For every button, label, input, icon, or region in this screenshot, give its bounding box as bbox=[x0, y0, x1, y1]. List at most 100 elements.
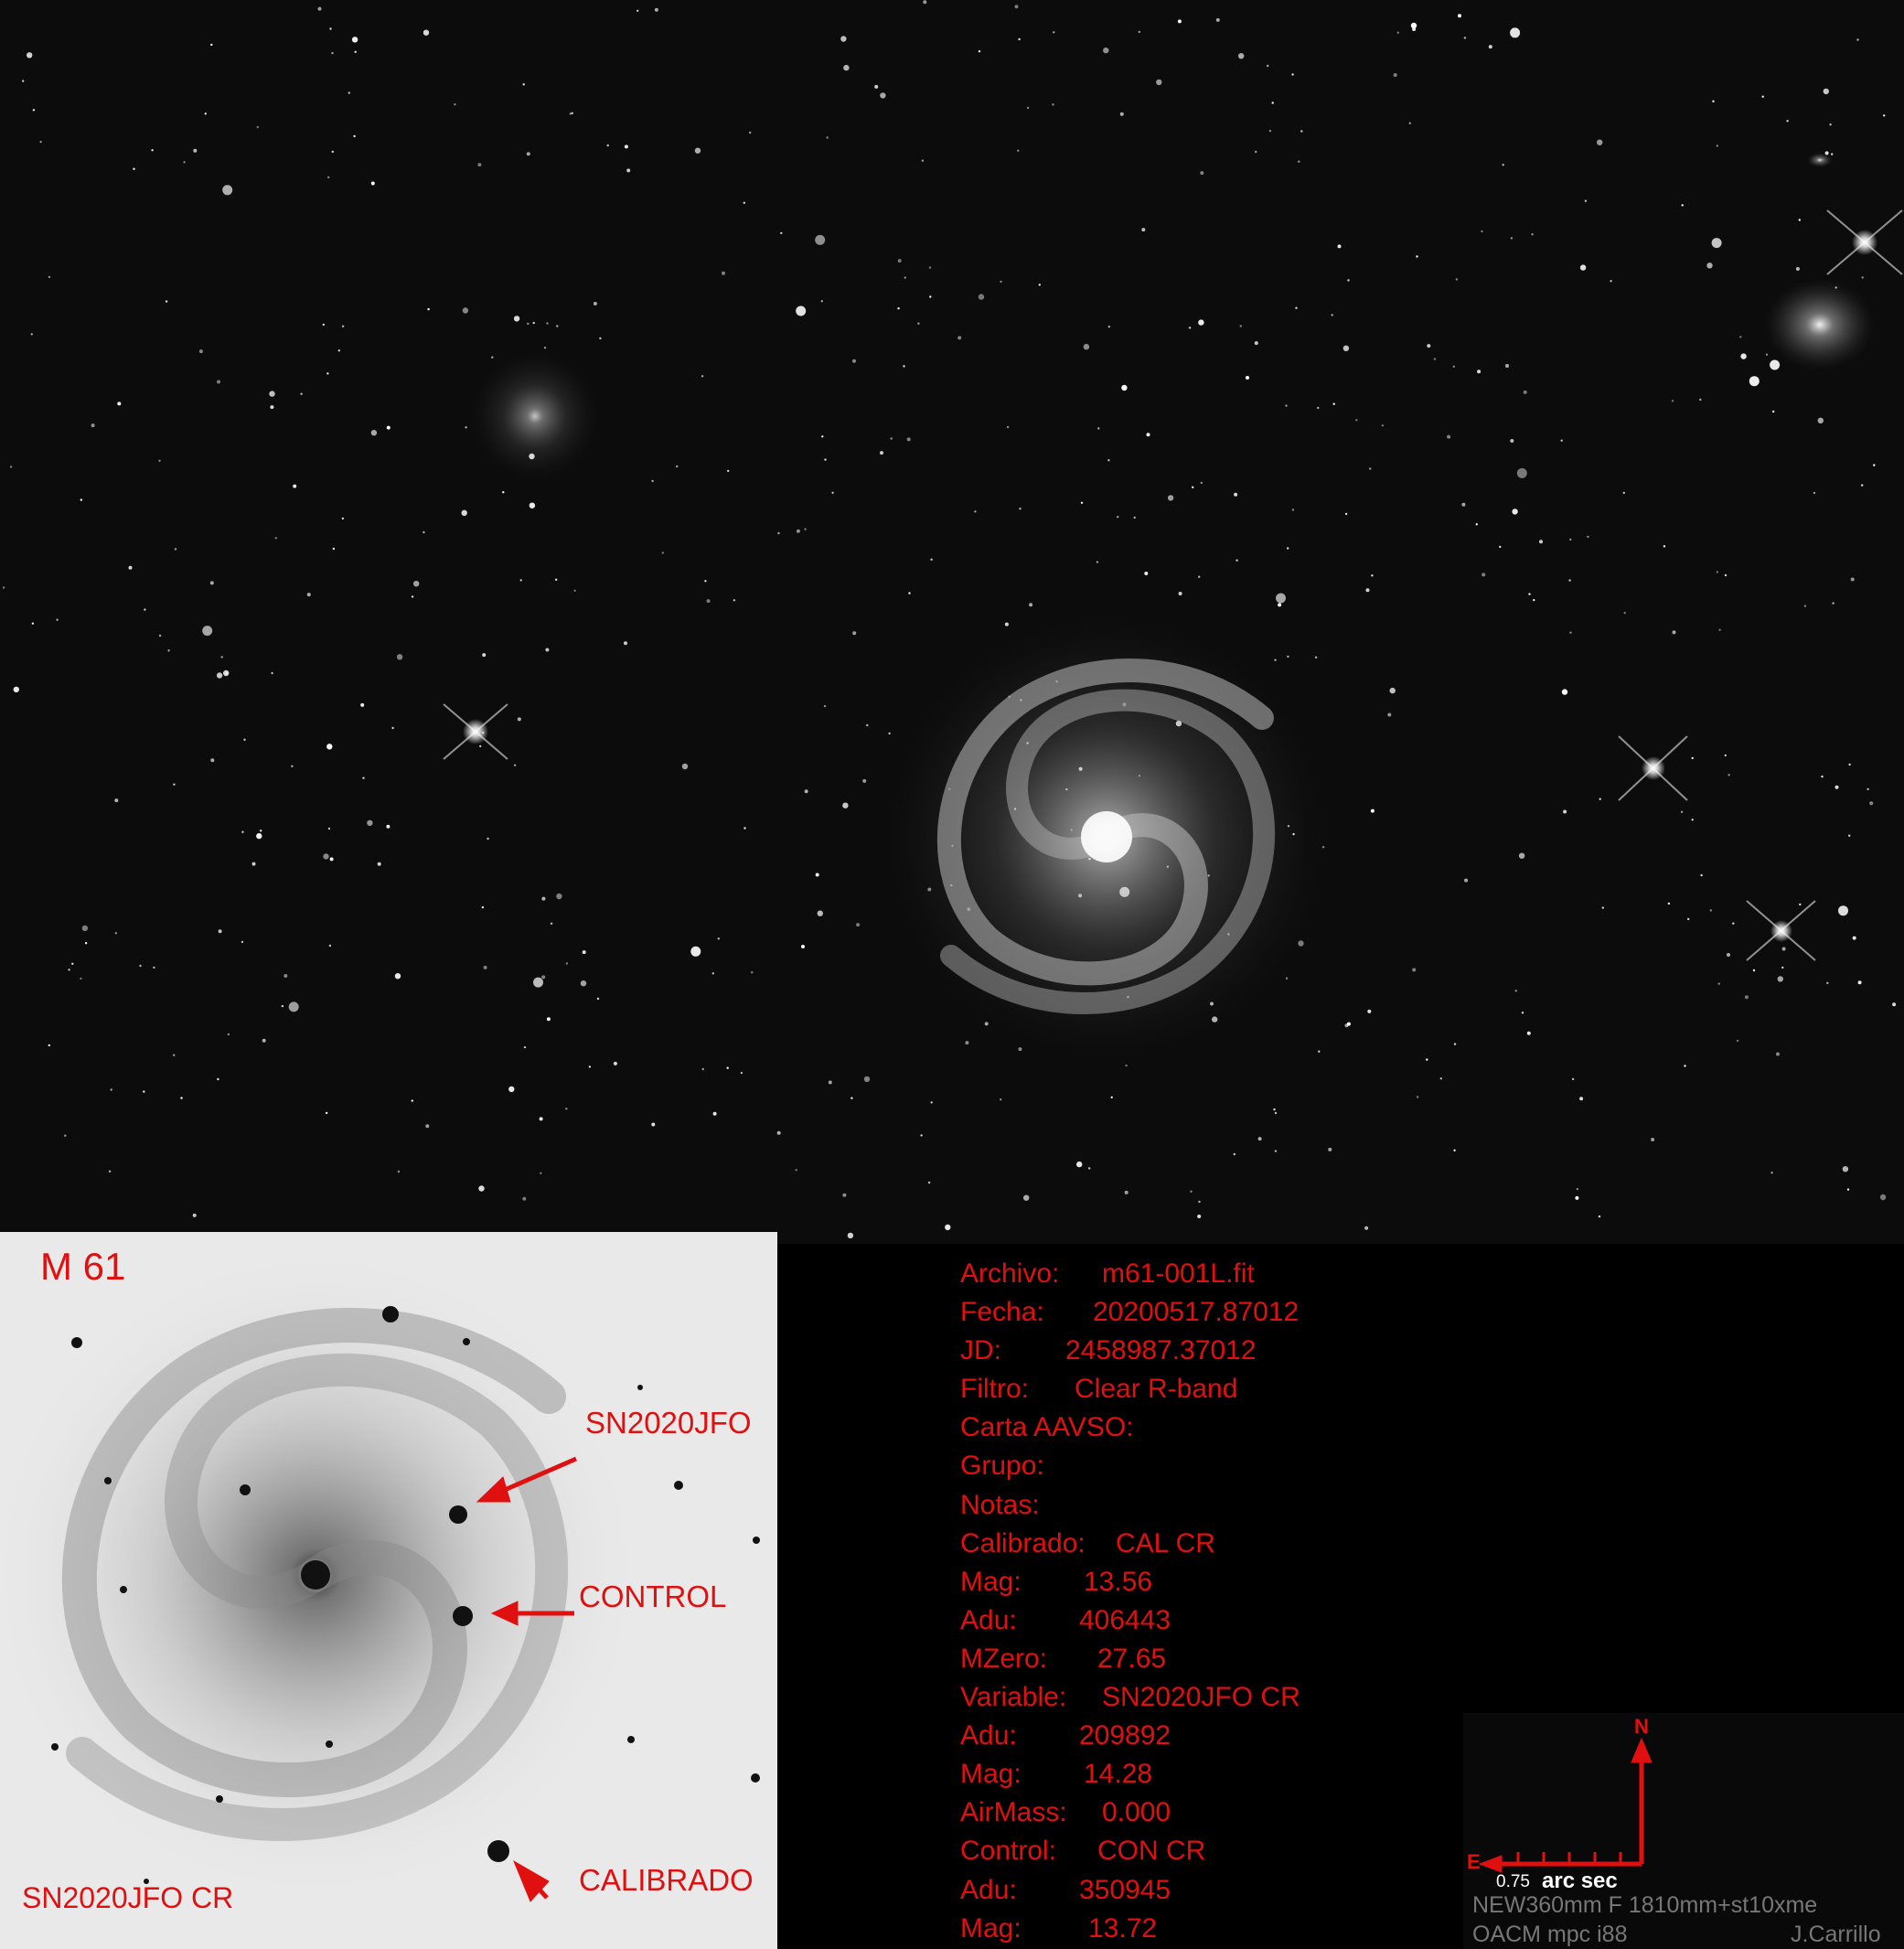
star bbox=[1672, 630, 1676, 635]
info-key: Variable: bbox=[960, 1682, 1067, 1713]
star bbox=[1396, 31, 1400, 34]
star bbox=[1663, 545, 1666, 548]
star bbox=[706, 599, 711, 604]
star bbox=[1433, 358, 1437, 360]
scale-value: 0.75 bbox=[1496, 1872, 1530, 1891]
info-key: Control: bbox=[960, 1836, 1057, 1867]
star bbox=[1426, 1058, 1428, 1061]
star bbox=[1584, 199, 1588, 202]
star bbox=[114, 932, 117, 935]
star bbox=[341, 325, 345, 327]
star bbox=[1568, 579, 1571, 582]
star bbox=[331, 51, 334, 55]
star bbox=[204, 112, 207, 115]
star bbox=[1346, 1022, 1351, 1026]
star bbox=[599, 337, 602, 340]
star bbox=[701, 1067, 704, 1071]
star bbox=[1569, 538, 1572, 541]
star bbox=[908, 592, 911, 594]
star bbox=[1453, 1149, 1456, 1152]
info-row: Archivo: m61-001L.fit bbox=[960, 1255, 1436, 1293]
info-key: Adu: bbox=[960, 1604, 1017, 1635]
star bbox=[555, 578, 558, 581]
star bbox=[1777, 976, 1784, 982]
star bbox=[1287, 655, 1289, 659]
star bbox=[1838, 905, 1848, 916]
star bbox=[216, 672, 223, 679]
info-row: MZero: 27.65 bbox=[960, 1640, 1436, 1678]
star bbox=[565, 962, 569, 965]
m61-inverted-inset: M 61 SN2020JFO CONTROL CALIBRADO SN2020J… bbox=[0, 1232, 777, 1949]
star bbox=[1141, 228, 1146, 232]
star bbox=[880, 92, 886, 99]
star bbox=[1410, 22, 1417, 29]
star bbox=[423, 530, 425, 534]
bright-star bbox=[1770, 920, 1792, 942]
info-value: 27.65 bbox=[1097, 1643, 1167, 1674]
info-row: Fecha: 20200517.87012 bbox=[960, 1293, 1436, 1332]
star bbox=[370, 181, 375, 186]
star bbox=[1276, 593, 1286, 604]
star bbox=[425, 1124, 430, 1129]
star bbox=[158, 634, 162, 637]
star bbox=[726, 1066, 729, 1069]
star bbox=[588, 1066, 592, 1068]
star bbox=[202, 626, 213, 637]
star bbox=[1300, 130, 1303, 133]
star bbox=[1006, 425, 1010, 429]
star bbox=[1752, 969, 1756, 972]
star bbox=[795, 1169, 797, 1172]
star bbox=[1576, 1187, 1579, 1191]
info-value: CON CR bbox=[1097, 1836, 1206, 1867]
star bbox=[48, 1044, 50, 1047]
star bbox=[1817, 417, 1824, 423]
star bbox=[681, 763, 689, 770]
star bbox=[776, 1130, 781, 1135]
photometry-info: Archivo: m61-001L.fit Fecha: 20200517.87012… bbox=[960, 1255, 1436, 1948]
star bbox=[1088, 1167, 1091, 1170]
star bbox=[917, 322, 920, 325]
info-row: Mag: 14.28 bbox=[960, 1755, 1436, 1794]
elliptical-galaxy-right bbox=[1765, 279, 1875, 370]
star bbox=[1000, 280, 1002, 284]
star bbox=[413, 581, 420, 587]
star bbox=[978, 49, 981, 53]
star bbox=[862, 778, 867, 783]
star bbox=[690, 946, 701, 957]
star bbox=[1461, 502, 1466, 507]
star bbox=[1387, 712, 1392, 717]
star bbox=[1739, 336, 1742, 338]
star bbox=[1709, 909, 1713, 912]
star bbox=[487, 837, 489, 841]
star bbox=[481, 905, 485, 909]
star bbox=[56, 618, 59, 621]
star bbox=[1004, 622, 1009, 626]
star bbox=[569, 112, 572, 115]
info-row: Notas: bbox=[960, 1486, 1436, 1525]
star bbox=[128, 565, 133, 570]
star bbox=[326, 744, 333, 750]
star bbox=[880, 451, 883, 455]
info-value: 350945 bbox=[1079, 1874, 1171, 1905]
star bbox=[332, 547, 336, 551]
star bbox=[1274, 1111, 1278, 1115]
star bbox=[1711, 238, 1722, 249]
info-row: Adu: 406443 bbox=[960, 1601, 1436, 1640]
star bbox=[1505, 364, 1509, 368]
star bbox=[1531, 233, 1534, 236]
star bbox=[477, 163, 482, 167]
star bbox=[840, 36, 847, 42]
star bbox=[27, 52, 33, 59]
star bbox=[1332, 402, 1335, 405]
star bbox=[780, 231, 783, 235]
star bbox=[1728, 774, 1730, 776]
annotation-arrows bbox=[476, 1456, 577, 1902]
star bbox=[1651, 1138, 1655, 1141]
star bbox=[482, 653, 487, 658]
star bbox=[1848, 834, 1851, 837]
star bbox=[1018, 1047, 1022, 1052]
star bbox=[923, 0, 927, 5]
info-value: 406443 bbox=[1079, 1604, 1171, 1635]
star bbox=[1026, 106, 1030, 110]
star bbox=[1528, 593, 1531, 595]
